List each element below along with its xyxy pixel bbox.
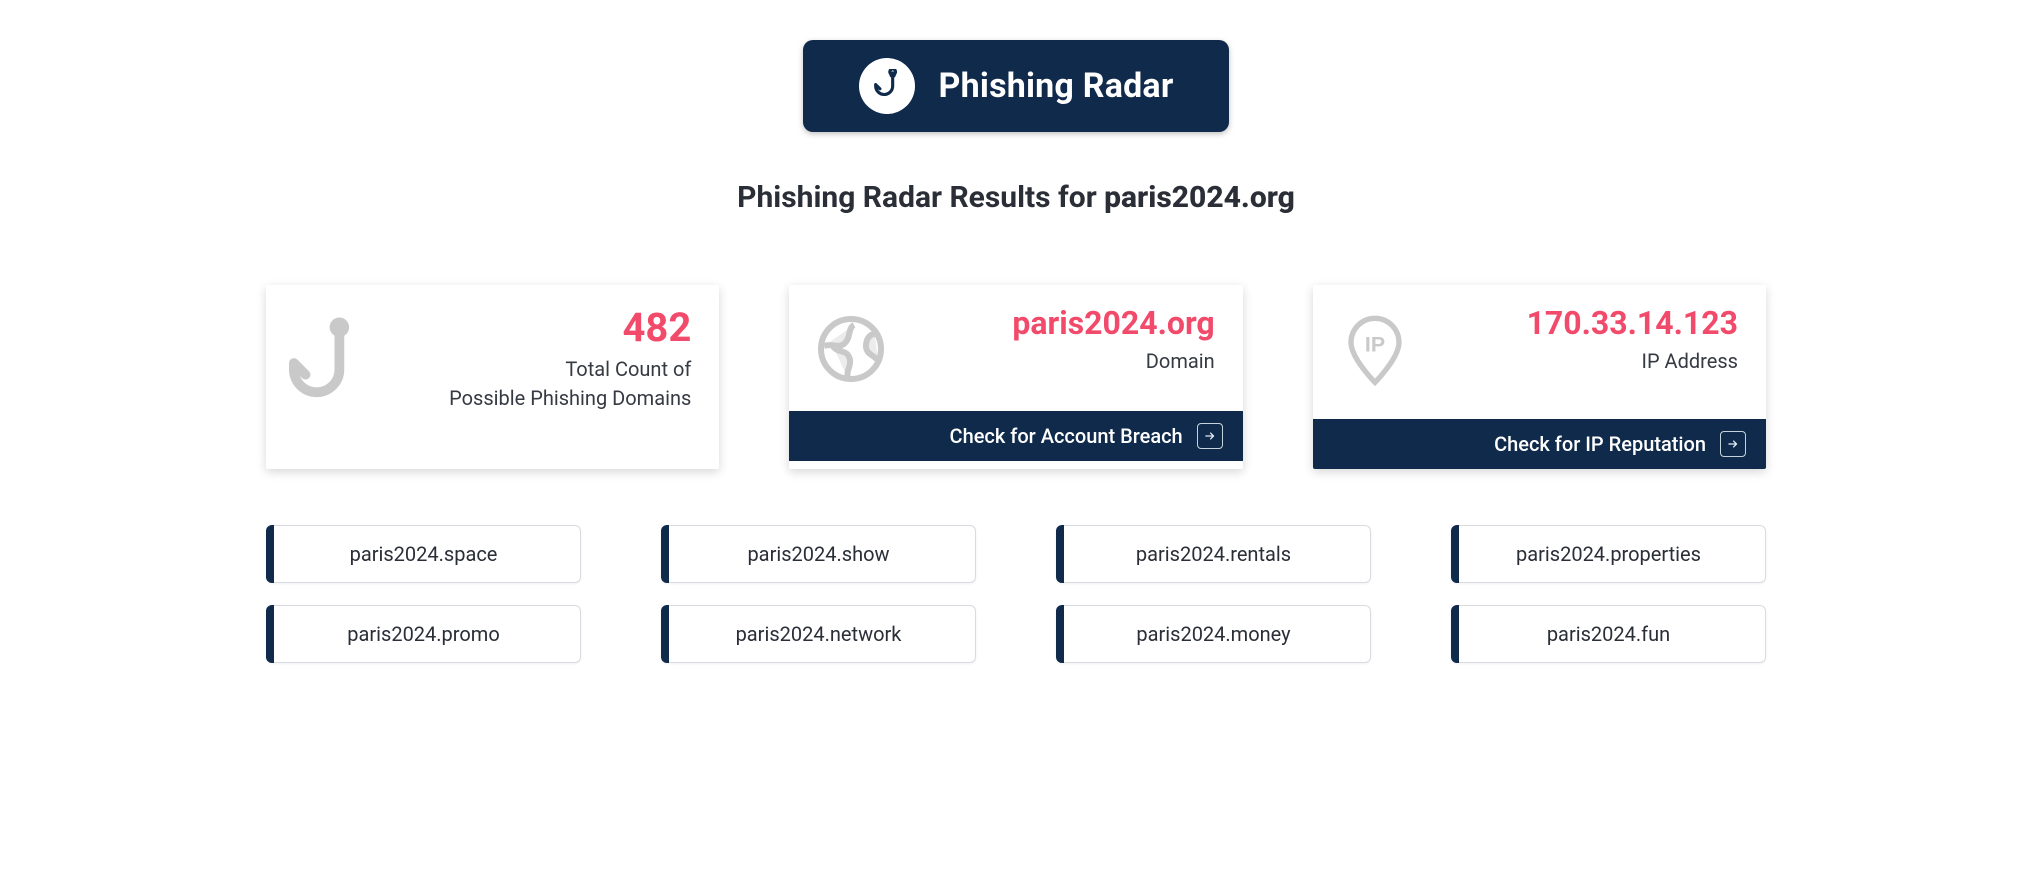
stat-cards-row: 482 Total Count of Possible Phishing Dom… — [266, 285, 1766, 469]
ip-pin-icon: IP — [1335, 307, 1415, 393]
footer-label: Check for IP Reputation — [1494, 432, 1706, 456]
count-value: 482 — [384, 307, 691, 349]
arrow-right-icon — [1197, 423, 1223, 449]
domain-card: paris2024.org Domain Check for Account B… — [789, 285, 1242, 469]
count-card: 482 Total Count of Possible Phishing Dom… — [266, 285, 719, 469]
domain-label: Domain — [907, 347, 1214, 376]
svg-text:IP: IP — [1365, 333, 1385, 357]
domain-chip[interactable]: paris2024.space — [266, 525, 581, 583]
phishing-domains-grid: paris2024.space paris2024.show paris2024… — [266, 525, 1766, 663]
results-domain: paris2024.org — [1104, 180, 1295, 215]
domain-chip[interactable]: paris2024.show — [661, 525, 976, 583]
arrow-right-icon — [1720, 431, 1746, 457]
header-title: Phishing Radar — [939, 66, 1174, 106]
domain-chip[interactable]: paris2024.properties — [1451, 525, 1766, 583]
domain-chip[interactable]: paris2024.rentals — [1056, 525, 1371, 583]
hook-gray-icon — [288, 307, 368, 413]
ip-card: IP 170.33.14.123 IP Address Check for IP… — [1313, 285, 1766, 469]
domain-value: paris2024.org — [907, 307, 1214, 341]
domain-chip[interactable]: paris2024.network — [661, 605, 976, 663]
check-ip-reputation-button[interactable]: Check for IP Reputation — [1313, 419, 1766, 469]
results-prefix: Phishing Radar Results for — [737, 180, 1104, 215]
header-badge: Phishing Radar — [803, 40, 1230, 132]
hook-icon — [859, 58, 915, 114]
ip-value: 170.33.14.123 — [1431, 307, 1738, 341]
ip-label: IP Address — [1431, 347, 1738, 376]
domain-chip[interactable]: paris2024.money — [1056, 605, 1371, 663]
count-label: Total Count of Possible Phishing Domains — [384, 355, 691, 413]
footer-label: Check for Account Breach — [950, 424, 1183, 448]
globe-icon — [811, 307, 891, 385]
domain-chip[interactable]: paris2024.promo — [266, 605, 581, 663]
domain-chip[interactable]: paris2024.fun — [1451, 605, 1766, 663]
results-heading: Phishing Radar Results for paris2024.org — [266, 180, 1766, 215]
check-account-breach-button[interactable]: Check for Account Breach — [789, 411, 1242, 461]
